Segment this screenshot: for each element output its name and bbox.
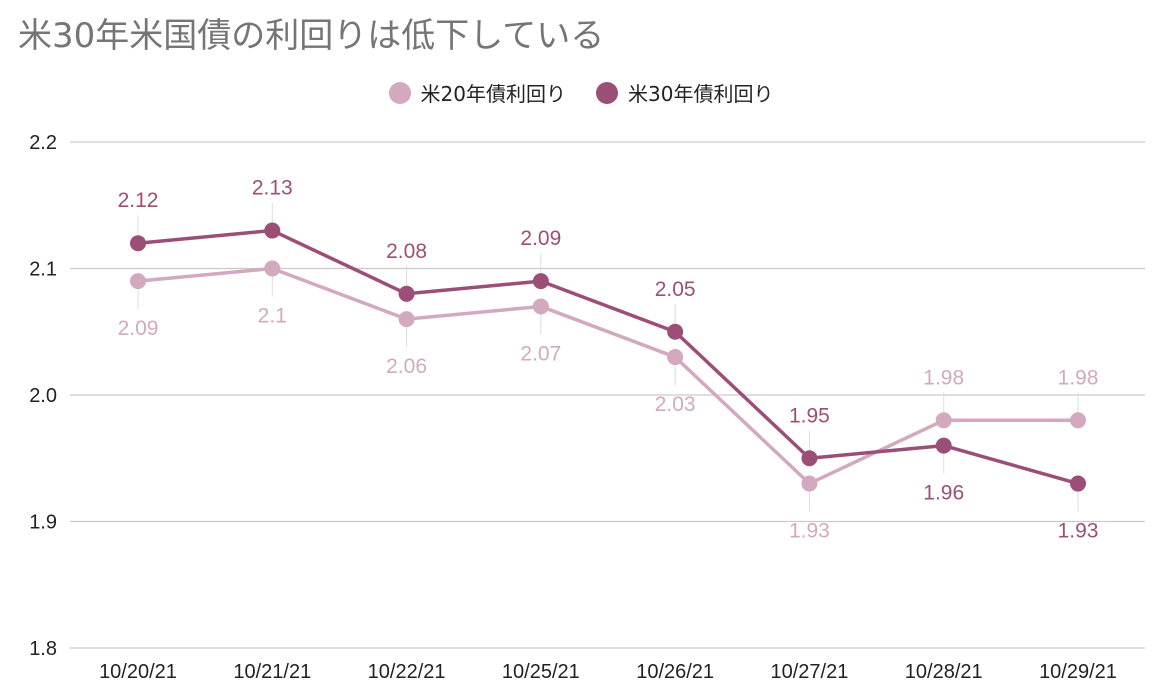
x-tick-label: 10/22/21 — [368, 661, 446, 683]
data-point-series-2 — [801, 450, 818, 467]
x-tick-label: 10/29/21 — [1039, 661, 1117, 683]
data-point-series-2 — [667, 323, 684, 340]
x-tick-label: 10/28/21 — [905, 661, 983, 683]
y-tick-label: 2.0 — [29, 385, 57, 407]
legend: 米20年債利回り 米30年債利回り — [0, 78, 1162, 107]
data-label-series-2: 1.93 — [1058, 520, 1099, 543]
data-point-series-2 — [398, 285, 415, 302]
legend-marker-series-1 — [388, 81, 411, 104]
data-label-series-2: 2.12 — [118, 189, 159, 212]
x-tick-label: 10/26/21 — [636, 661, 714, 683]
series-line-2 — [137, 228, 1079, 486]
data-label-series-1: 2.06 — [386, 355, 427, 378]
y-tick-label: 2.2 — [29, 132, 57, 154]
data-label-series-1: 1.93 — [789, 520, 830, 543]
legend-item-series-2: 米30年債利回り — [596, 78, 773, 107]
data-label-series-1: 1.98 — [1058, 366, 1099, 389]
data-point-series-2 — [264, 222, 281, 239]
data-label-series-2: 1.95 — [789, 404, 830, 427]
legend-marker-series-2 — [596, 81, 618, 104]
legend-label-series-2: 米30年債利回り — [628, 82, 774, 106]
x-tick-label: 10/25/21 — [502, 661, 580, 683]
data-label-series-1: 1.98 — [923, 366, 964, 389]
y-tick-label: 1.8 — [29, 638, 57, 660]
data-label-series-2: 2.13 — [252, 177, 293, 200]
data-point-series-2 — [935, 437, 952, 454]
x-tick-label: 10/21/21 — [233, 661, 311, 683]
x-tick-label: 10/20/21 — [99, 661, 177, 683]
y-tick-label: 2.1 — [29, 259, 57, 281]
data-label-series-1: 2.1 — [258, 305, 287, 328]
legend-item-series-1: 米20年債利回り — [388, 78, 566, 107]
y-tick-label: 1.9 — [29, 512, 57, 534]
chart-title: 米30年米国債の利回りは低下している — [18, 16, 605, 56]
data-point-series-1 — [1070, 412, 1086, 429]
data-label-series-2: 1.96 — [923, 482, 964, 505]
data-label-series-1: 2.07 — [520, 342, 561, 365]
data-point-series-1 — [801, 475, 818, 492]
data-point-series-2 — [1070, 475, 1086, 492]
data-point-series-1 — [130, 273, 146, 290]
data-label-series-2: 2.05 — [655, 278, 696, 301]
data-label-series-1: 2.09 — [118, 317, 159, 340]
data-label-series-2: 2.09 — [520, 227, 561, 250]
data-point-series-1 — [398, 311, 415, 328]
data-point-series-1 — [264, 260, 281, 277]
series-line-1 — [137, 266, 1078, 486]
data-label-series-2: 2.08 — [386, 240, 427, 263]
data-point-series-1 — [532, 298, 549, 315]
data-label-series-1: 2.03 — [655, 393, 696, 416]
data-point-series-2 — [532, 273, 549, 290]
legend-label-series-1: 米20年債利回り — [420, 82, 566, 106]
data-point-series-1 — [935, 412, 952, 429]
x-tick-label: 10/27/21 — [770, 661, 848, 683]
data-point-series-1 — [667, 349, 684, 366]
data-point-series-2 — [130, 235, 146, 252]
